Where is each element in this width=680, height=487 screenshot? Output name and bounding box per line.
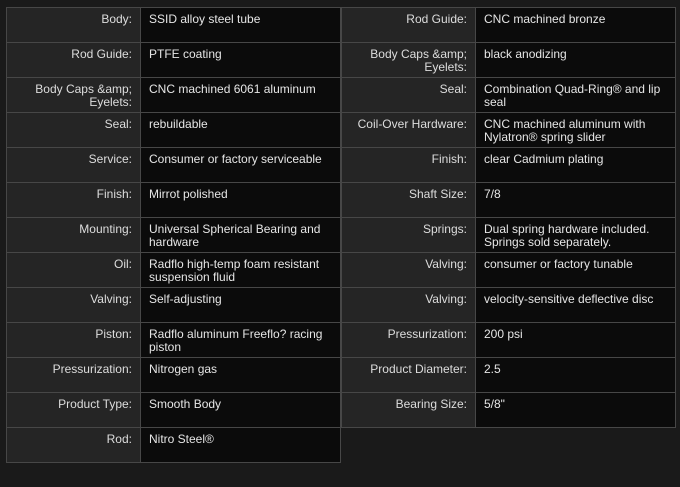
spec-value: 200 psi <box>475 322 676 358</box>
spec-value: CNC machined aluminum with Nylatron® spr… <box>475 112 676 148</box>
spec-label: Mounting: <box>6 217 141 253</box>
spec-value: Smooth Body <box>140 392 341 428</box>
spec-label: Service: <box>6 147 141 183</box>
spec-value: Consumer or factory serviceable <box>140 147 341 183</box>
spec-label: Springs: <box>341 217 476 253</box>
spec-label: Body Caps &amp; Eyelets: <box>341 42 476 78</box>
spec-label: Body: <box>6 7 141 43</box>
spec-row: Service: Consumer or factory serviceable <box>6 147 341 183</box>
spec-row: Valving: Self-adjusting <box>6 287 341 323</box>
spec-label: Rod Guide: <box>341 7 476 43</box>
spec-value: SSID alloy steel tube <box>140 7 341 43</box>
spec-label: Product Diameter: <box>341 357 476 393</box>
spec-row: Bearing Size: 5/8" <box>341 392 676 428</box>
spec-value: 5/8" <box>475 392 676 428</box>
spec-value: Combination Quad-Ring® and lip seal <box>475 77 676 113</box>
spec-label: Product Type: <box>6 392 141 428</box>
specs-table-right: Rod Guide: CNC machined bronze Body Caps &… <box>341 7 676 428</box>
spec-row: Oil: Radflo high-temp foam resistant susp… <box>6 252 341 288</box>
spec-value: 2.5 <box>475 357 676 393</box>
spec-value: Nitrogen gas <box>140 357 341 393</box>
spec-label: Shaft Size: <box>341 182 476 218</box>
spec-value: velocity-sensitive deflective disc <box>475 287 676 323</box>
spec-label: Rod Guide: <box>6 42 141 78</box>
spec-value: clear Cadmium plating <box>475 147 676 183</box>
spec-value: rebuildable <box>140 112 341 148</box>
spec-label: Valving: <box>6 287 141 323</box>
spec-value: Nitro Steel® <box>140 427 341 463</box>
spec-row: Valving: consumer or factory tunable <box>341 252 676 288</box>
spec-value: black anodizing <box>475 42 676 78</box>
spec-label: Body Caps &amp; Eyelets: <box>6 77 141 113</box>
spec-label: Seal: <box>6 112 141 148</box>
spec-row: Shaft Size: 7/8 <box>341 182 676 218</box>
spec-label: Valving: <box>341 287 476 323</box>
spec-value: consumer or factory tunable <box>475 252 676 288</box>
spec-value: PTFE coating <box>140 42 341 78</box>
spec-label: Piston: <box>6 322 141 358</box>
spec-row: Body: SSID alloy steel tube <box>6 7 341 43</box>
spec-row: Rod Guide: CNC machined bronze <box>341 7 676 43</box>
spec-label: Bearing Size: <box>341 392 476 428</box>
spec-label: Valving: <box>341 252 476 288</box>
spec-row: Finish: Mirrot polished <box>6 182 341 218</box>
spec-label: Pressurization: <box>6 357 141 393</box>
spec-row: Body Caps &amp; Eyelets: black anodizing <box>341 42 676 78</box>
spec-value: CNC machined 6061 aluminum <box>140 77 341 113</box>
spec-row: Piston: Radflo aluminum Freeflo? racing p… <box>6 322 341 358</box>
spec-label: Rod: <box>6 427 141 463</box>
spec-row: Valving: velocity-sensitive deflective di… <box>341 287 676 323</box>
spec-row: Mounting: Universal Spherical Bearing and… <box>6 217 341 253</box>
spec-row: Pressurization: Nitrogen gas <box>6 357 341 393</box>
spec-label: Coil-Over Hardware: <box>341 112 476 148</box>
spec-row: Rod: Nitro Steel® <box>6 427 341 463</box>
spec-row: Springs: Dual spring hardware included. S… <box>341 217 676 253</box>
spec-label: Finish: <box>341 147 476 183</box>
spec-value: Radflo high-temp foam resistant suspensi… <box>140 252 341 288</box>
spec-value: CNC machined bronze <box>475 7 676 43</box>
spec-row: Body Caps &amp; Eyelets: CNC machined 606… <box>6 77 341 113</box>
spec-label: Pressurization: <box>341 322 476 358</box>
spec-value: Mirrot polished <box>140 182 341 218</box>
spec-value: 7/8 <box>475 182 676 218</box>
spec-row: Pressurization: 200 psi <box>341 322 676 358</box>
spec-row: Finish: clear Cadmium plating <box>341 147 676 183</box>
spec-label: Finish: <box>6 182 141 218</box>
spec-value: Dual spring hardware included. Springs s… <box>475 217 676 253</box>
spec-row: Rod Guide: PTFE coating <box>6 42 341 78</box>
spec-value: Radflo aluminum Freeflo? racing piston <box>140 322 341 358</box>
spec-label: Oil: <box>6 252 141 288</box>
spec-row: Product Diameter: 2.5 <box>341 357 676 393</box>
spec-value: Self-adjusting <box>140 287 341 323</box>
spec-row: Coil-Over Hardware: CNC machined aluminum… <box>341 112 676 148</box>
spec-label: Seal: <box>341 77 476 113</box>
spec-row: Seal: Combination Quad-Ring® and lip seal <box>341 77 676 113</box>
spec-row: Seal: rebuildable <box>6 112 341 148</box>
spec-value: Universal Spherical Bearing and hardware <box>140 217 341 253</box>
spec-row: Product Type: Smooth Body <box>6 392 341 428</box>
specs-table-left: Body: SSID alloy steel tube Rod Guide: PTFE… <box>6 7 341 463</box>
